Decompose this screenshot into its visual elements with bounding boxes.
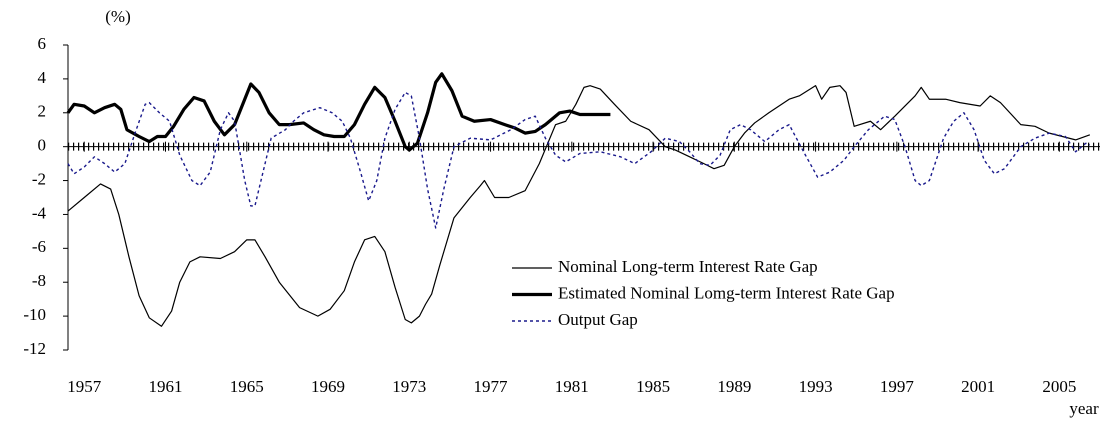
x-tick-label: 1969 bbox=[311, 377, 345, 396]
y-tick-label: -8 bbox=[32, 271, 46, 290]
y-tick-label: 6 bbox=[38, 34, 47, 53]
legend-label: Estimated Nominal Lomg-term Interest Rat… bbox=[558, 283, 895, 302]
x-tick-label: 2005 bbox=[1042, 377, 1076, 396]
x-tick-label: 1989 bbox=[717, 377, 751, 396]
x-tick-label: 2001 bbox=[961, 377, 995, 396]
y-tick-label: -6 bbox=[32, 237, 46, 256]
y-tick-label: 2 bbox=[38, 102, 47, 121]
x-tick-label: 1961 bbox=[149, 377, 183, 396]
y-tick-label: -4 bbox=[32, 203, 47, 222]
x-tick-label: 1977 bbox=[474, 377, 509, 396]
legend-label: Output Gap bbox=[558, 310, 638, 329]
series-line bbox=[67, 85, 1091, 327]
x-axis-label: year bbox=[1069, 399, 1099, 418]
x-tick-label: 1993 bbox=[799, 377, 833, 396]
x-tick-label: 1957 bbox=[67, 377, 102, 396]
x-tick-label: 1985 bbox=[636, 377, 670, 396]
y-tick-label: -10 bbox=[23, 305, 46, 324]
y-tick-label: 4 bbox=[38, 68, 47, 87]
series-line bbox=[67, 91, 1091, 229]
y-tick-label: 0 bbox=[38, 136, 47, 155]
series-line bbox=[66, 72, 611, 152]
x-tick-label: 1973 bbox=[392, 377, 426, 396]
y-unit-label: (%) bbox=[105, 7, 130, 26]
x-tick-label: 1965 bbox=[230, 377, 264, 396]
y-tick-label: -12 bbox=[23, 339, 46, 358]
legend-label: Nominal Long-term Interest Rate Gap bbox=[558, 257, 818, 276]
y-tick-label: -2 bbox=[32, 169, 46, 188]
x-tick-label: 1997 bbox=[880, 377, 915, 396]
x-tick-label: 1981 bbox=[555, 377, 589, 396]
